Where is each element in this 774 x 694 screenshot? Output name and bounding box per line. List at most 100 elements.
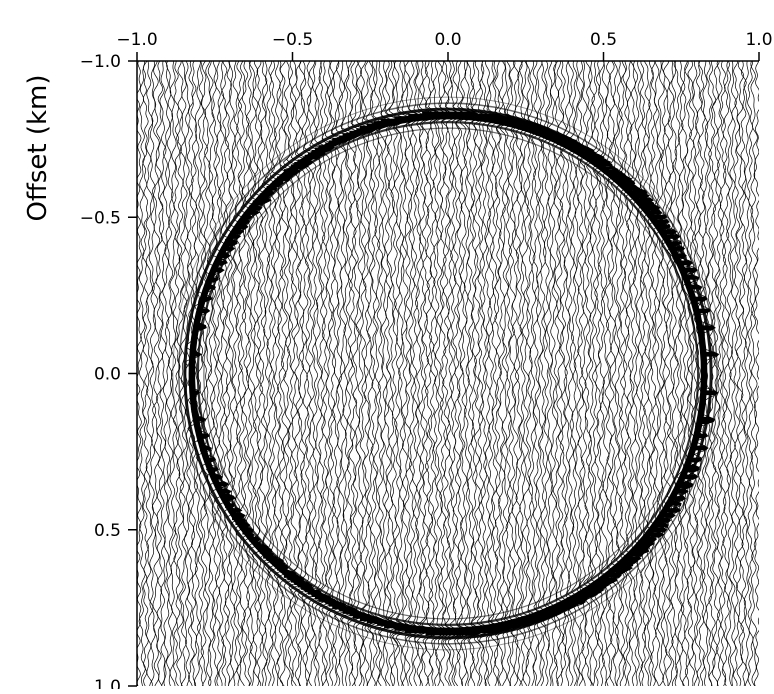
wiggle-trace	[646, 61, 665, 686]
wiggle-trace	[217, 61, 236, 686]
wiggle-trace	[244, 61, 263, 686]
wiggle-trace	[228, 61, 246, 686]
wiggle-trace	[331, 61, 350, 686]
wiggle-trace	[631, 61, 650, 686]
wiggle-trace	[679, 61, 699, 686]
wiggle-trace	[362, 61, 381, 686]
wiggle-trace	[517, 61, 536, 686]
wiggle-trace	[476, 61, 495, 686]
wiggle-trace	[735, 61, 745, 686]
wiggle-trace	[484, 61, 500, 686]
wiggle-trace	[746, 61, 754, 686]
wiggle-trace	[610, 61, 628, 686]
wiggle-trace	[468, 61, 489, 686]
wiggle-trace	[206, 61, 225, 686]
wiggle-trace	[350, 61, 370, 686]
wiggle-trace	[729, 61, 737, 686]
wiggle-trace	[455, 61, 475, 686]
wiggle-trace	[447, 61, 466, 686]
wiggle-trace	[359, 61, 377, 686]
wiggle-trace	[506, 61, 525, 686]
wiggle-trace	[432, 61, 449, 686]
x-tick-label: −1.0	[116, 30, 157, 50]
wiggle-trace	[323, 61, 343, 686]
wiggle-trace	[338, 61, 357, 686]
wiggle-trace	[259, 61, 275, 686]
wiggle-trace	[162, 61, 171, 686]
wiggle-trace	[395, 61, 416, 686]
wiggle-trace	[681, 61, 700, 686]
wiggle-trace	[179, 61, 188, 686]
wiggle-trace	[199, 61, 217, 686]
wiggle-trace	[372, 61, 392, 686]
wiggle-trace	[583, 61, 602, 686]
wiggle-trace	[739, 61, 748, 686]
event-ring-band	[178, 102, 718, 645]
wiggle-trace	[256, 61, 273, 686]
wiggle-trace	[238, 61, 254, 686]
wiggle-trace	[248, 61, 264, 686]
wiggle-trace	[187, 61, 207, 686]
wiggle-trace	[417, 61, 438, 686]
wiggle-trace	[660, 61, 678, 686]
wiggle-trace	[334, 61, 353, 686]
wiggle-trace	[655, 61, 672, 686]
wiggle-trace	[389, 61, 408, 686]
wiggle-trace	[411, 61, 427, 686]
wiggle-trace	[268, 61, 286, 686]
wiggle-trace	[621, 61, 639, 686]
wiggle-trace	[220, 61, 238, 686]
wiggle-trace	[561, 61, 580, 686]
wiggle-trace	[525, 61, 542, 686]
event-ring-band	[183, 107, 713, 640]
wiggle-trace	[479, 61, 498, 686]
wiggle-trace	[753, 61, 759, 686]
x-tick-label: 1.0	[745, 30, 772, 50]
wiggle-trace	[401, 61, 419, 686]
wiggle-trace	[463, 61, 482, 686]
wiggle-trace	[159, 61, 167, 686]
y-tick-label: 1.0	[94, 677, 121, 689]
wiggle-trace	[629, 61, 648, 686]
wiggle-trace	[444, 61, 464, 686]
wiggle-trace	[203, 61, 220, 686]
circular-event	[172, 96, 724, 651]
wiggle-trace	[693, 61, 711, 686]
wiggle-trace	[673, 61, 689, 686]
wiggle-trace	[547, 61, 565, 686]
wiggle-trace	[542, 61, 559, 686]
wiggle-trace	[435, 61, 452, 686]
wiggle-trace	[635, 61, 654, 686]
wiggle-trace	[271, 61, 291, 686]
wiggle-trace	[661, 61, 681, 686]
wiggle-trace	[545, 61, 563, 686]
wiggle-trace	[722, 61, 730, 686]
y-tick-label: −0.5	[80, 208, 121, 228]
wiggle-trace	[666, 61, 682, 686]
x-tick-label: 0.5	[590, 30, 617, 50]
wiggle-trace	[733, 61, 741, 686]
wiggle-trace	[145, 61, 154, 686]
wiggle-trace	[424, 61, 442, 686]
wiggle-trace	[407, 61, 428, 686]
wiggle-trace	[750, 61, 758, 686]
wiggle-trace	[648, 61, 668, 686]
wiggle-trace	[532, 61, 551, 686]
wiggle-trace	[521, 61, 539, 686]
wiggle-trace	[138, 61, 146, 686]
wiggle-trace	[533, 61, 553, 686]
plot-background	[137, 61, 759, 686]
wiggle-trace	[355, 61, 376, 686]
wiggle-trace	[251, 61, 272, 686]
wiggle-trace	[414, 61, 430, 686]
wiggle-trace	[421, 61, 438, 686]
wiggle-trace	[348, 61, 366, 686]
wiggle-trace	[169, 61, 177, 686]
wiggle-trace	[265, 61, 285, 686]
event-ring-band	[196, 121, 700, 626]
wiggle-trace	[151, 61, 161, 686]
wiggle-trace	[538, 61, 555, 686]
wiggle-trace	[466, 61, 484, 686]
wiggle-trace	[378, 61, 398, 686]
